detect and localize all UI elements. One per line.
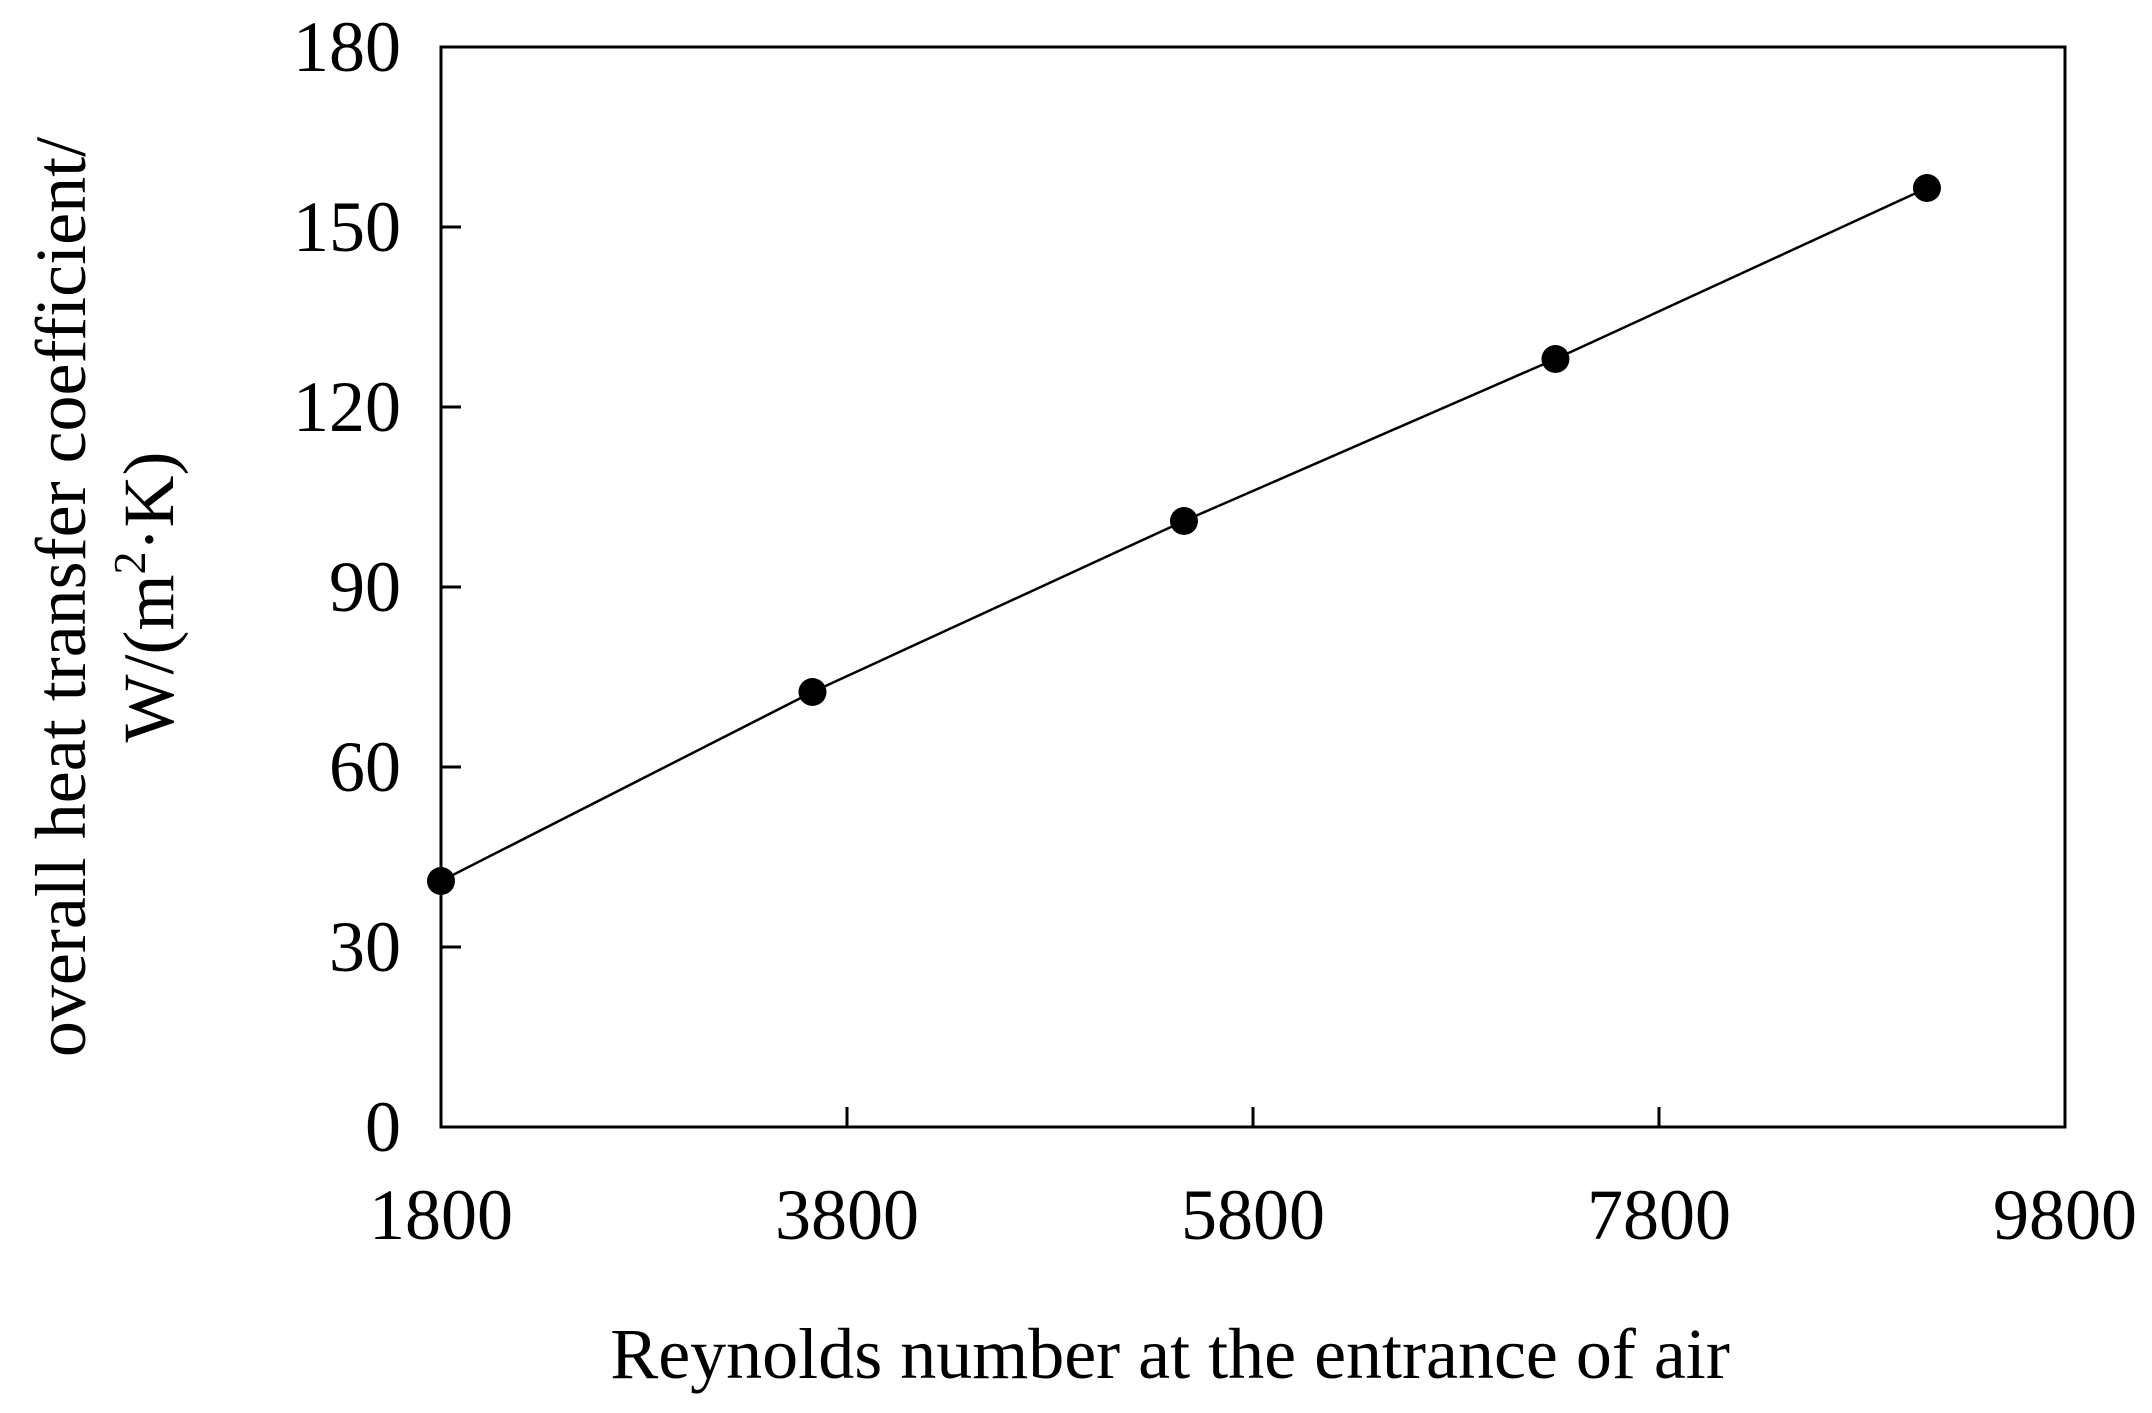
y-tick-label: 30 — [329, 907, 401, 987]
y-axis-ticks: 0 30 60 90 120 150 180 — [293, 7, 461, 1167]
x-axis-title: Reynolds number at the entrance of air — [610, 1314, 1730, 1394]
y-axis-unit-prefix: W/(m — [109, 575, 189, 743]
x-tick-label: 5800 — [1181, 1175, 1325, 1255]
x-tick-label: 1800 — [369, 1175, 513, 1255]
data-point — [1169, 507, 1198, 535]
x-tick-label: 7800 — [1587, 1175, 1731, 1255]
y-axis-title-line1: overall heat transfer coefficient/ — [21, 137, 101, 1057]
data-point — [427, 867, 455, 895]
y-tick-label: 150 — [293, 187, 401, 267]
x-tick-label: 9800 — [1993, 1175, 2137, 1255]
data-point — [1541, 345, 1570, 373]
y-tick-label: 60 — [329, 727, 401, 807]
plot-frame — [439, 45, 2067, 1129]
y-tick-label: 180 — [293, 7, 401, 87]
x-axis-ticks: 1800 3800 5800 7800 9800 — [369, 1107, 2137, 1255]
y-tick-label: 120 — [293, 367, 401, 447]
y-axis-unit-superscript: 2 — [104, 552, 155, 575]
y-axis-title: overall heat transfer coefficient/ W/(m2… — [21, 137, 189, 1057]
data-point — [1912, 174, 1941, 202]
y-axis-unit-suffix: ·K) — [109, 452, 189, 552]
data-point — [798, 678, 827, 706]
x-tick-label: 3800 — [775, 1175, 919, 1255]
series-group — [427, 174, 1941, 895]
y-tick-label: 0 — [365, 1087, 401, 1167]
y-tick-label: 90 — [329, 547, 401, 627]
y-axis-title-line2: W/(m2·K) — [104, 452, 189, 743]
